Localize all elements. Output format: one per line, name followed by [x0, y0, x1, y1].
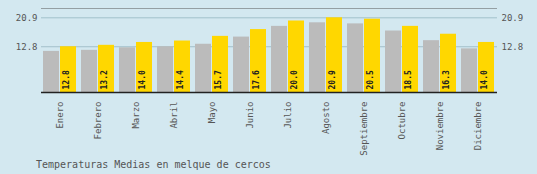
svg-text:12.8: 12.8: [62, 70, 71, 89]
svg-text:Agosto: Agosto: [321, 102, 331, 135]
svg-text:Octubre: Octubre: [397, 102, 407, 140]
svg-text:12.8: 12.8: [16, 42, 38, 52]
svg-text:Septiembre: Septiembre: [359, 102, 369, 156]
svg-text:14.0: 14.0: [138, 70, 147, 89]
svg-text:13.2: 13.2: [100, 70, 109, 89]
svg-text:Julio: Julio: [283, 102, 293, 129]
svg-text:Noviembre: Noviembre: [435, 102, 445, 151]
svg-text:Enero: Enero: [55, 102, 65, 129]
svg-text:Diciembre: Diciembre: [473, 102, 483, 151]
svg-text:Junio: Junio: [245, 102, 255, 129]
svg-text:15.7: 15.7: [214, 70, 223, 89]
svg-text:14.4: 14.4: [176, 70, 185, 89]
svg-text:14.0: 14.0: [480, 70, 489, 89]
svg-text:20.5: 20.5: [366, 70, 375, 89]
svg-text:Abril: Abril: [169, 102, 179, 129]
svg-text:17.6: 17.6: [252, 70, 261, 89]
svg-text:Marzo: Marzo: [131, 102, 141, 129]
svg-text:16.3: 16.3: [442, 70, 451, 89]
svg-text:Mayo: Mayo: [207, 102, 217, 124]
svg-text:Febrero: Febrero: [93, 102, 103, 140]
svg-text:20.9: 20.9: [16, 13, 38, 23]
svg-text:12.8: 12.8: [502, 42, 524, 52]
svg-text:20.0: 20.0: [290, 70, 299, 89]
svg-text:18.5: 18.5: [404, 70, 413, 89]
svg-text:20.9: 20.9: [328, 70, 337, 89]
svg-text:20.9: 20.9: [502, 13, 524, 23]
html-text:Temperaturas Medias en melque: Temperaturas Medias en melque de cercos: [36, 159, 271, 170]
